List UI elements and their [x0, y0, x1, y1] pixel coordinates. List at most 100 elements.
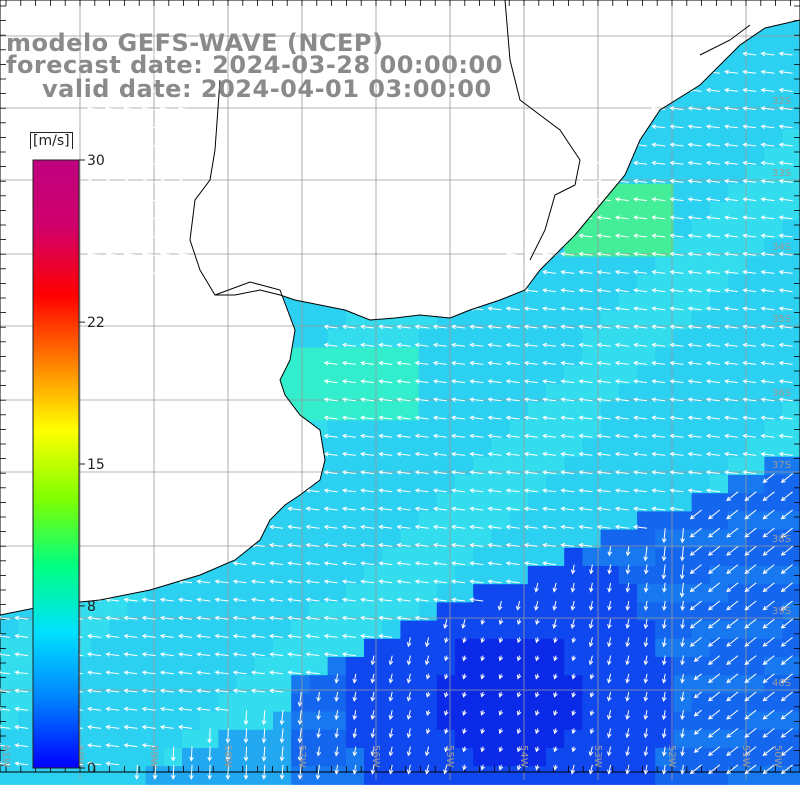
speed-cell — [364, 748, 383, 767]
wind-arrow — [560, 433, 575, 439]
wind-arrow — [498, 691, 504, 698]
lat-label: 35S — [772, 314, 791, 325]
speed-cell — [637, 566, 656, 585]
wind-arrow — [360, 451, 375, 457]
wind-arrow — [123, 615, 138, 621]
speed-cell — [673, 693, 693, 713]
speed-cell — [709, 92, 729, 112]
speed-cell — [473, 402, 492, 421]
wind-arrow — [232, 579, 247, 584]
wind-arrow — [614, 342, 629, 348]
wind-arrow — [341, 324, 356, 330]
wind-arrow — [444, 691, 449, 698]
wind-arrow — [596, 324, 611, 330]
wind-arrow — [406, 728, 412, 739]
speed-cell — [673, 602, 693, 622]
speed-cell — [109, 729, 128, 749]
speed-cell — [673, 293, 693, 312]
speed-cell — [728, 74, 747, 94]
speed-cell — [673, 766, 693, 785]
wind-arrow — [323, 524, 338, 530]
speed-cell — [527, 420, 547, 440]
wind-arrow — [778, 69, 793, 75]
wind-arrow — [178, 142, 193, 148]
wind-arrow — [159, 269, 174, 275]
speed-cell — [436, 365, 456, 385]
speed-cell — [728, 620, 747, 640]
wind-arrow — [105, 688, 120, 694]
speed-cell — [600, 547, 620, 567]
speed-cell — [345, 766, 365, 785]
speed-cell — [673, 638, 693, 658]
wind-arrow — [724, 124, 739, 130]
wind-arrow — [661, 564, 667, 580]
wind-arrow — [425, 673, 431, 680]
wind-arrow — [487, 397, 502, 403]
speed-cell — [618, 220, 638, 239]
wind-arrow — [487, 579, 502, 584]
wind-arrow — [516, 655, 522, 662]
speed-cell — [309, 402, 329, 421]
speed-cell — [782, 566, 800, 585]
speed-cell — [691, 475, 711, 494]
wind-arrow — [578, 324, 593, 330]
wind-arrow — [762, 764, 775, 775]
wind-arrow — [498, 655, 504, 662]
wind-arrow — [742, 451, 757, 457]
speed-cell — [691, 456, 711, 476]
wind-arrow — [287, 542, 302, 548]
speed-cell — [91, 748, 110, 767]
wind-arrow — [378, 415, 393, 421]
speed-cell — [491, 547, 511, 567]
speed-cell — [0, 657, 19, 676]
wind-arrow — [762, 582, 775, 593]
speed-cell — [582, 529, 602, 549]
wind-arrow — [744, 709, 757, 720]
wind-arrow — [207, 728, 213, 744]
wind-arrow — [396, 415, 411, 421]
wind-arrow — [614, 288, 629, 293]
speed-cell — [473, 511, 492, 531]
wind-arrow — [388, 728, 394, 739]
wind-arrow — [480, 764, 485, 771]
wind-arrow — [123, 269, 138, 275]
speed-cell — [709, 657, 729, 676]
speed-cell — [400, 620, 420, 640]
speed-cell — [618, 329, 638, 349]
wind-arrow — [633, 324, 648, 330]
wind-arrow — [780, 691, 793, 702]
wind-arrow — [360, 615, 375, 621]
wind-arrow — [123, 706, 138, 712]
speed-cell — [382, 675, 401, 694]
speed-cell — [691, 129, 711, 148]
wind-arrow — [516, 637, 522, 644]
wind-arrow — [378, 342, 393, 348]
speed-cell — [782, 511, 800, 531]
wind-arrow — [742, 106, 757, 111]
speed-cell — [527, 693, 547, 713]
wind-arrow — [323, 615, 338, 621]
speed-cell — [236, 584, 256, 603]
speed-cell — [400, 547, 420, 567]
speed-cell — [436, 547, 456, 567]
wind-arrow — [341, 379, 356, 384]
wind-arrow — [762, 473, 775, 483]
wind-arrow — [170, 746, 176, 762]
wind-arrow — [178, 251, 193, 257]
wind-arrow — [596, 215, 611, 221]
speed-cell — [491, 438, 511, 458]
speed-cell — [546, 293, 565, 312]
speed-cell — [345, 638, 365, 658]
wind-arrow — [414, 524, 429, 530]
wind-arrow — [780, 564, 793, 574]
speed-cell — [455, 657, 474, 676]
wind-arrow — [87, 615, 102, 621]
wind-arrow — [432, 433, 447, 439]
wind-arrow — [87, 106, 102, 111]
wind-arrow — [0, 743, 11, 748]
wind-arrow — [469, 360, 484, 366]
wind-arrow — [406, 673, 412, 684]
wind-arrow — [742, 233, 757, 239]
wind-arrow — [462, 673, 467, 680]
wind-arrow — [596, 451, 611, 457]
